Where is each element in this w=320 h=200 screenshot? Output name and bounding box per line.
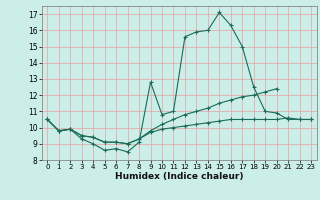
- X-axis label: Humidex (Indice chaleur): Humidex (Indice chaleur): [115, 172, 244, 181]
